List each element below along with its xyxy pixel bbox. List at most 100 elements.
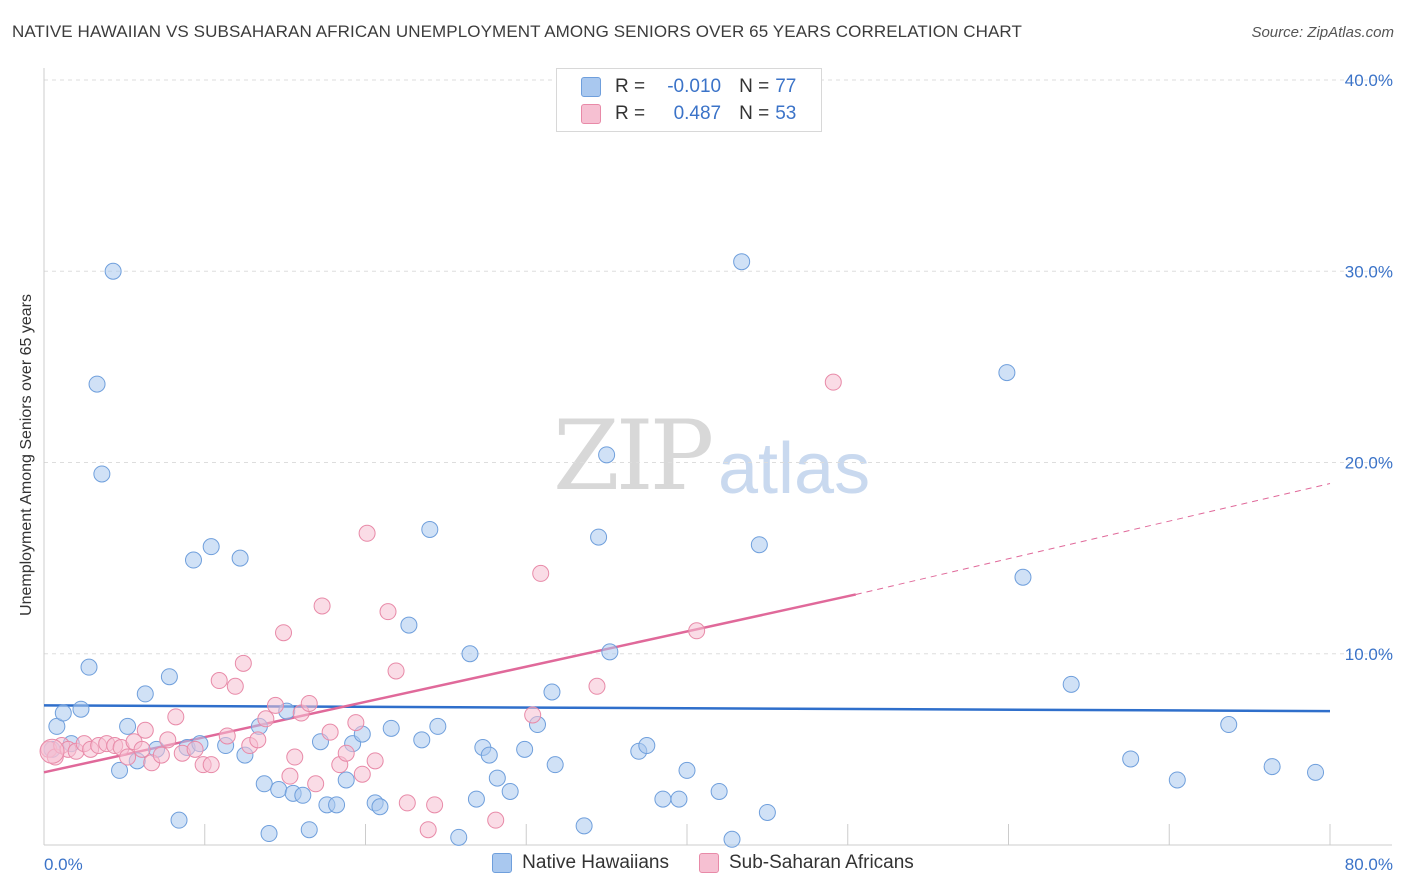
- point-sub-saharan-african: [210, 672, 228, 690]
- source-label[interactable]: Source: ZipAtlas.com: [1251, 24, 1394, 41]
- point-sub-saharan-african: [186, 740, 204, 758]
- point-native-hawaiian: [136, 685, 154, 703]
- point-sub-saharan-african: [307, 775, 325, 793]
- point-native-hawaiian: [184, 551, 202, 569]
- legend-r-value: 0.487: [673, 103, 722, 124]
- x-tick-label-max: 80.0%: [1345, 855, 1393, 874]
- point-sub-saharan-african: [353, 765, 371, 783]
- point-sub-saharan-african: [426, 796, 444, 814]
- point-sub-saharan-african: [398, 794, 416, 812]
- point-native-hawaiian: [294, 786, 312, 804]
- point-sub-saharan-african: [275, 624, 293, 642]
- point-native-hawaiian: [1168, 771, 1186, 789]
- point-native-hawaiian: [421, 520, 439, 538]
- point-native-hawaiian: [1122, 750, 1140, 768]
- point-native-hawaiian: [670, 790, 688, 808]
- legend-r-label: R =: [615, 76, 646, 97]
- point-native-hawaiian: [1263, 758, 1281, 776]
- point-sub-saharan-african: [313, 597, 331, 615]
- axes: [43, 68, 1392, 846]
- point-sub-saharan-african: [167, 708, 185, 726]
- point-native-hawaiian: [678, 761, 696, 779]
- watermark-zip: ZIP: [553, 400, 714, 512]
- point-native-hawaiian: [1220, 716, 1238, 734]
- series-native-hawaiians: [43, 253, 1325, 848]
- point-sub-saharan-african: [419, 821, 437, 839]
- point-cluster-origin: [39, 738, 65, 764]
- point-native-hawaiian: [328, 796, 346, 814]
- legend-row-native-hawaiians: R = -0.010 N = 77: [581, 75, 796, 99]
- legend-label-sub-saharan-africans: Sub-Saharan Africans: [728, 852, 914, 873]
- series-legend: Native Hawaiians Sub-Saharan Africans: [0, 852, 1406, 874]
- legend-n-value: 77: [775, 76, 797, 97]
- x-tick-label-min: 0.0%: [44, 855, 83, 874]
- point-native-hawaiian: [501, 782, 519, 800]
- point-native-hawaiian: [750, 536, 768, 554]
- point-native-hawaiian: [638, 737, 656, 755]
- point-sub-saharan-african: [366, 752, 384, 770]
- point-sub-saharan-african: [379, 603, 397, 621]
- legend-n-label: N =: [739, 103, 770, 124]
- point-native-hawaiian: [400, 616, 418, 634]
- point-native-hawaiian: [488, 769, 506, 787]
- legend-r-value: -0.010: [667, 76, 722, 97]
- point-sub-saharan-african: [532, 564, 550, 582]
- point-sub-saharan-african: [152, 746, 170, 764]
- point-native-hawaiian: [467, 790, 485, 808]
- correlation-legend: R = -0.010 N = 77 R = 0.487 N = 53: [556, 68, 822, 132]
- point-sub-saharan-african: [524, 706, 542, 724]
- point-sub-saharan-african: [321, 723, 339, 741]
- point-native-hawaiian: [54, 704, 72, 722]
- trend-line-native-hawaiians: [43, 704, 1331, 713]
- legend-row-sub-saharan-africans: R = 0.487 N = 53: [581, 102, 796, 126]
- point-native-hawaiian: [516, 740, 534, 758]
- point-sub-saharan-african: [249, 731, 267, 749]
- point-sub-saharan-african: [300, 694, 318, 712]
- point-native-hawaiian: [758, 803, 776, 821]
- point-native-hawaiian: [429, 717, 447, 735]
- legend-r-label: R =: [615, 103, 646, 124]
- legend-item-sub-saharan-africans[interactable]: Sub-Saharan Africans: [698, 852, 914, 874]
- trend-line-sub-saharan-africans-projection: [855, 483, 1331, 595]
- point-sub-saharan-african: [688, 622, 706, 640]
- legend-label-native-hawaiians: Native Hawaiians: [522, 852, 669, 873]
- point-native-hawaiian: [93, 465, 111, 483]
- point-native-hawaiian: [270, 781, 288, 799]
- point-native-hawaiian: [88, 375, 106, 393]
- point-native-hawaiian: [160, 668, 178, 686]
- legend-swatch-blue: [581, 77, 601, 97]
- point-native-hawaiian: [733, 253, 751, 271]
- point-native-hawaiian: [371, 798, 389, 816]
- point-native-hawaiian: [546, 756, 564, 774]
- point-native-hawaiian: [480, 746, 498, 764]
- legend-swatch-pink: [581, 104, 601, 124]
- point-native-hawaiian: [461, 645, 479, 663]
- point-native-hawaiian: [654, 790, 672, 808]
- watermark-atlas: atlas: [718, 429, 871, 509]
- point-sub-saharan-african: [337, 744, 355, 762]
- y-tick-label: 40.0%: [1345, 71, 1393, 90]
- y-tick-label: 10.0%: [1345, 645, 1393, 664]
- point-native-hawaiian: [104, 262, 122, 280]
- point-native-hawaiian: [72, 700, 90, 718]
- point-native-hawaiian: [260, 825, 278, 843]
- point-sub-saharan-african: [218, 727, 236, 745]
- tick-labels: 10.0% 20.0% 30.0% 40.0% 0.0% 80.0%: [44, 71, 1393, 874]
- legend-item-native-hawaiians[interactable]: Native Hawaiians: [492, 852, 669, 874]
- point-native-hawaiian: [601, 643, 619, 661]
- point-sub-saharan-african: [387, 662, 405, 680]
- point-sub-saharan-african: [487, 811, 505, 829]
- point-native-hawaiian: [337, 771, 355, 789]
- point-native-hawaiian: [590, 528, 608, 546]
- chart-title: NATIVE HAWAIIAN VS SUBSAHARAN AFRICAN UN…: [12, 22, 1022, 41]
- point-sub-saharan-african: [119, 748, 137, 766]
- point-sub-saharan-african: [202, 756, 220, 774]
- y-tick-label: 30.0%: [1345, 262, 1393, 281]
- point-sub-saharan-african: [347, 714, 365, 732]
- series-sub-saharan-africans: [39, 373, 842, 839]
- point-native-hawaiian: [723, 830, 741, 848]
- point-sub-saharan-african: [588, 677, 606, 695]
- point-sub-saharan-african: [234, 654, 252, 672]
- point-native-hawaiian: [382, 719, 400, 737]
